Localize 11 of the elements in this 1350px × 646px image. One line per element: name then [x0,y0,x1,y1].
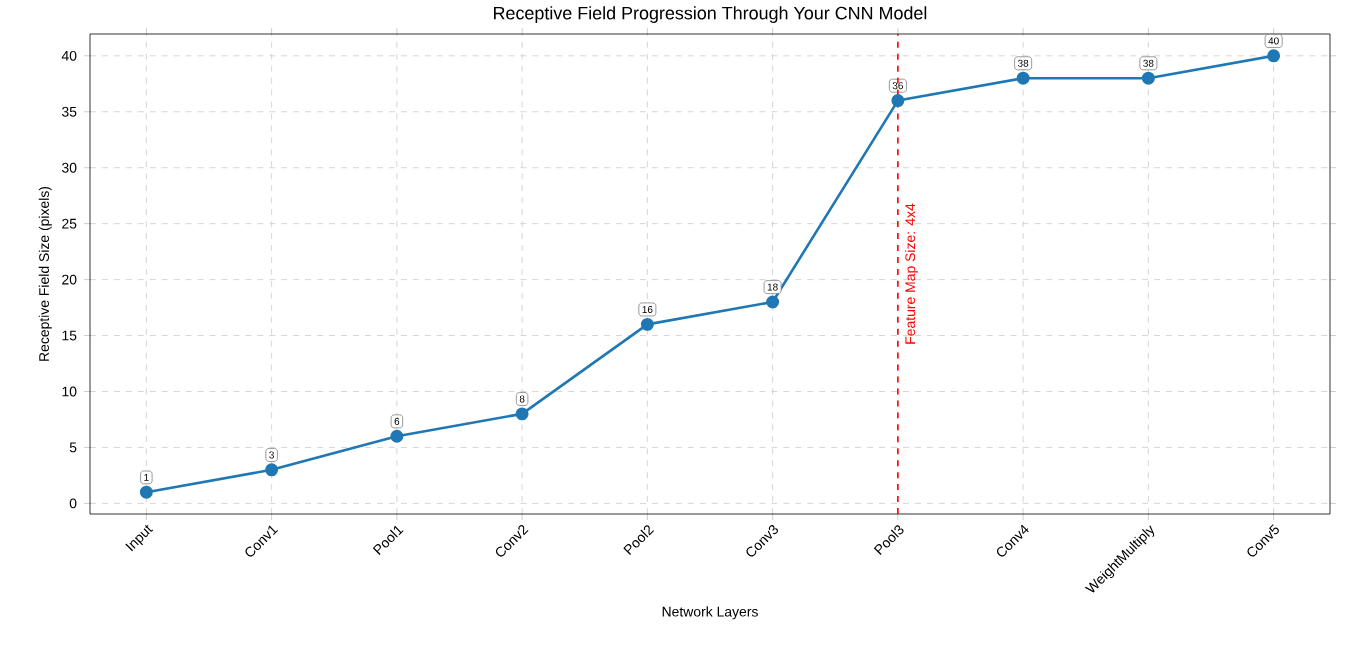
point [640,317,654,331]
chart-title: Receptive Field Progression Through Your CNN Model [494,6,927,23]
point [766,295,780,309]
point [891,94,905,108]
point [1267,49,1281,63]
point [390,429,404,443]
point [515,407,529,421]
point [265,463,279,477]
point [1016,71,1030,85]
point [1141,71,1155,85]
point [139,485,153,499]
